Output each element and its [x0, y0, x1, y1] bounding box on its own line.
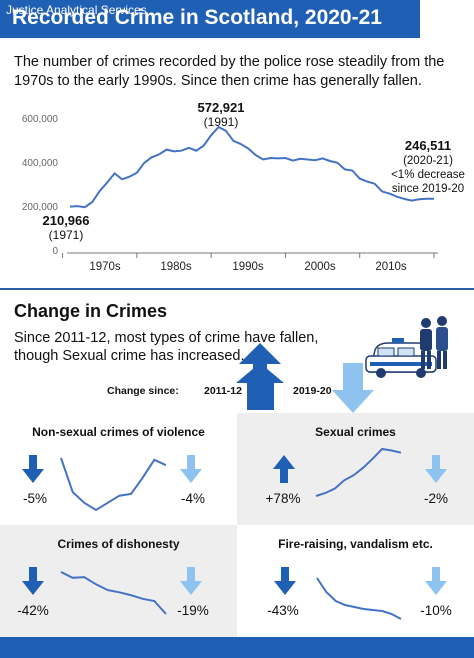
sparkline: [60, 571, 167, 615]
y-tick-label: 600,000: [21, 114, 58, 125]
header-banner-tip: [400, 0, 418, 38]
police-car-icon: [365, 338, 437, 378]
footer-bar: [0, 637, 474, 658]
down-arrow-icon: [22, 567, 44, 595]
sparkline: [60, 457, 167, 512]
column-label-2019: 2019-20: [293, 385, 332, 397]
down-arrow-icon: [22, 455, 44, 483]
change-2019-value: -4%: [180, 491, 205, 506]
x-tick-label: 1990s: [232, 261, 264, 273]
change-2011-value: -5%: [22, 491, 47, 506]
down-arrow-icon: [180, 455, 202, 483]
x-tick-label: 1970s: [89, 261, 121, 273]
section-title: Change in Crimes: [14, 301, 168, 321]
sparkline: [316, 577, 402, 620]
down-arrow-icon: [332, 363, 374, 413]
intro-text: The number of crimes recorded by the pol…: [14, 54, 445, 89]
x-tick-label: 1980s: [160, 261, 192, 273]
x-tick-label: 2000s: [304, 261, 336, 273]
up-arrow-icon: [273, 455, 295, 483]
y-tick-label: 200,000: [21, 202, 58, 213]
down-arrow-icon: [274, 567, 296, 595]
change-2019-value: -10%: [420, 603, 452, 618]
page-title: Recorded Crime in Scotland, 2020-21: [12, 6, 382, 29]
change-2019-value: -2%: [423, 491, 448, 506]
panel-title: Non-sexual crimes of violence: [32, 425, 205, 439]
latest-value-label: 246,511 (2020-21) <1% decrease since 2019-2…: [391, 138, 465, 196]
section-divider: [0, 288, 474, 290]
change-since-label: Change since:: [107, 385, 179, 397]
down-arrow-icon: [425, 455, 447, 483]
change-2011-value: +78%: [265, 491, 301, 506]
column-label-2011: 2011-12: [204, 385, 242, 397]
panel-title: Sexual crimes: [315, 425, 396, 439]
panel-title: Crimes of dishonesty: [57, 537, 180, 551]
section-text: Since 2011-12, most types of crime have …: [14, 330, 319, 364]
down-arrow-icon: [180, 567, 202, 595]
y-tick-label: 0: [52, 246, 58, 257]
footer-text: Justice Analytical Services: [6, 3, 147, 17]
panel-title: Fire-raising, vandalism etc.: [278, 537, 433, 551]
change-2011-value: -42%: [17, 603, 49, 618]
x-tick-label: 2010s: [375, 261, 407, 273]
first-value-label: 210,966 (1971): [42, 213, 90, 243]
series-line: [69, 125, 435, 209]
header-banner: [0, 0, 420, 38]
change-2011-value: -43%: [267, 603, 299, 618]
peak-value-label: 572,921 (1991): [197, 100, 245, 130]
y-tick-label: 400,000: [21, 158, 58, 169]
up-arrow-icon: [236, 363, 284, 410]
police-officers-icon: [420, 316, 448, 369]
sparkline: [315, 447, 402, 497]
down-arrow-icon: [425, 567, 447, 595]
change-2019-value: -19%: [177, 603, 209, 618]
